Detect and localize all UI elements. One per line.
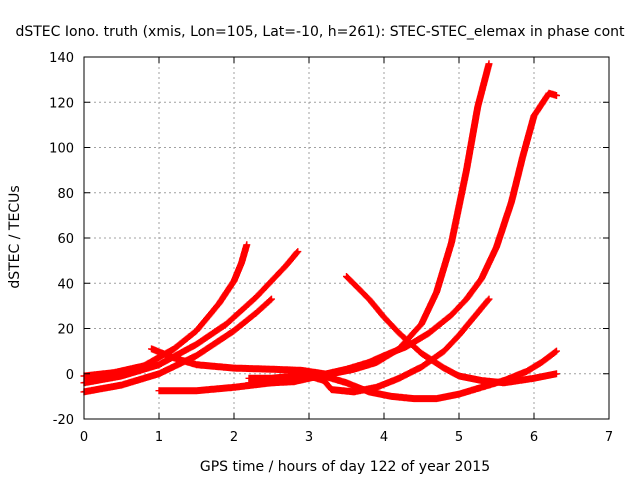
x-tick-label: 0 xyxy=(80,430,88,445)
data-series xyxy=(148,345,328,378)
x-tick-label: 4 xyxy=(380,430,388,445)
x-tick-label: 3 xyxy=(305,430,313,445)
y-tick-label: 60 xyxy=(57,232,74,247)
data-point-markers xyxy=(148,345,328,378)
data-series xyxy=(298,347,560,403)
data-point-markers xyxy=(155,60,493,395)
y-tick-label: 80 xyxy=(57,187,74,202)
x-axis-title: GPS time / hours of day 122 of year 2015 xyxy=(200,459,490,475)
x-tick-label: 1 xyxy=(155,430,163,445)
x-tick-label: 7 xyxy=(605,430,613,445)
y-tick-label: 120 xyxy=(49,96,74,111)
x-tick-label: 5 xyxy=(455,430,463,445)
ticks: 0 1 2 3 4 5 6 7 -20 0 20 40 60 80 100 120 140 xyxy=(49,51,613,445)
x-tick-label: 2 xyxy=(230,430,238,445)
y-tick-label: 20 xyxy=(57,323,74,338)
y-tick-label: 140 xyxy=(49,51,74,66)
chart-title: dSTEC Iono. truth (xmis, Lon=105, Lat=-1… xyxy=(15,24,625,40)
y-tick-label: 40 xyxy=(57,277,74,292)
y-tick-label: 0 xyxy=(66,368,74,383)
series-layer xyxy=(80,60,560,403)
data-series xyxy=(155,60,493,395)
data-point-markers xyxy=(298,347,560,403)
y-tick-label: 100 xyxy=(49,142,74,157)
x-tick-label: 6 xyxy=(530,430,538,445)
y-tick-label: -20 xyxy=(53,413,74,428)
y-axis-title: dSTEC / TECUs xyxy=(7,185,23,288)
